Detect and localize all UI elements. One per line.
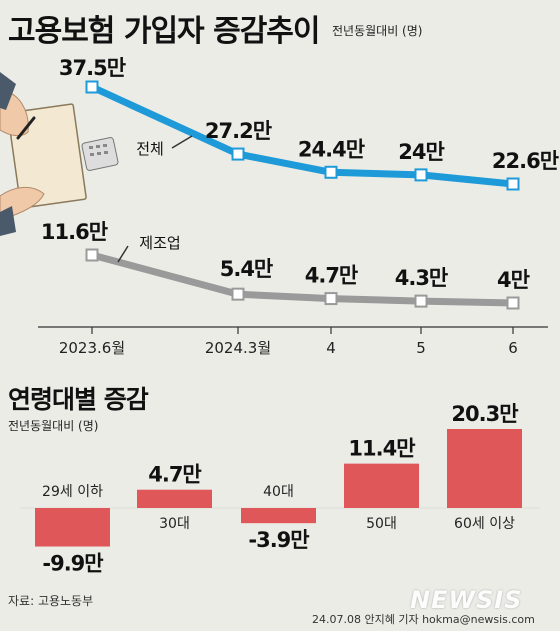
total-point [506, 177, 520, 191]
age-bar [35, 508, 110, 547]
age-value-label: -9.9만 [42, 552, 103, 576]
age-value-label: 4.7만 [148, 463, 201, 487]
manufacturing-point [231, 287, 245, 301]
total-point [85, 80, 99, 94]
manufacturing-point [414, 294, 428, 308]
manufacturing-value-label: 4.7만 [305, 264, 358, 288]
age-value-label: 11.4만 [348, 437, 415, 461]
sleeve-lower [0, 206, 16, 236]
calculator-keys [89, 144, 108, 156]
age-value-label: 20.3만 [451, 402, 518, 426]
manufacturing-value-label: 5.4만 [220, 257, 273, 281]
illustration [0, 72, 119, 236]
x-tick-label: 5 [416, 339, 426, 357]
manufacturing-point [506, 296, 520, 310]
x-tick-label: 2023.6월 [59, 339, 125, 357]
age-category-label: 29세 이하 [42, 484, 103, 500]
manufacturing-value-label: 4.3만 [395, 266, 448, 290]
age-unit-note: 전년동월대비 (명) [8, 419, 99, 433]
main-title: 고용보험 가입자 증감추이 [8, 14, 320, 49]
age-bar [241, 508, 316, 524]
x-tick-label: 6 [508, 339, 518, 357]
manufacturing-value-label: 4만 [497, 268, 530, 292]
age-bar [344, 463, 419, 508]
sleeve-left [0, 72, 16, 110]
total-line [90, 83, 514, 188]
age-section-title: 연령대별 증감 [8, 385, 149, 414]
total-value-label: 37.5만 [59, 56, 126, 80]
x-tick-label: 2024.3월 [205, 339, 271, 357]
manufacturing-series-leader [117, 245, 129, 263]
total-value-label: 22.6만 [492, 149, 559, 173]
manufacturing-line [91, 251, 514, 307]
pen [16, 116, 36, 140]
total-value-label: 24.4만 [298, 137, 365, 161]
age-category-label: 50대 [366, 516, 397, 532]
newsis-logo: NEWSIS [410, 586, 523, 614]
age-bar [447, 429, 522, 508]
source-note: 자료: 고용노동부 [8, 594, 94, 608]
age-category-label: 30대 [159, 516, 190, 532]
age-bar [137, 489, 212, 508]
total-value-label: 24만 [398, 140, 444, 164]
age-category-label: 40대 [263, 484, 294, 500]
x-tick-label: 4 [326, 339, 336, 357]
total-series-leader [171, 135, 193, 149]
age-value-label: -3.9만 [248, 528, 309, 552]
manufacturing-point [85, 248, 99, 262]
total-point [231, 147, 245, 161]
credit-line: 24.07.08 안지혜 기자 hokma@newsis.com [312, 613, 535, 626]
main-unit-note: 전년동월대비 (명) [332, 24, 423, 38]
total-series-name: 전체 [136, 140, 164, 158]
manufacturing-point [324, 292, 338, 306]
total-point [324, 165, 338, 179]
total-value-label: 27.2만 [205, 119, 272, 143]
manufacturing-series-name: 제조업 [139, 234, 180, 252]
manufacturing-value-label: 11.6만 [41, 220, 108, 244]
total-point [414, 168, 428, 182]
age-category-label: 60세 이상 [454, 516, 515, 532]
